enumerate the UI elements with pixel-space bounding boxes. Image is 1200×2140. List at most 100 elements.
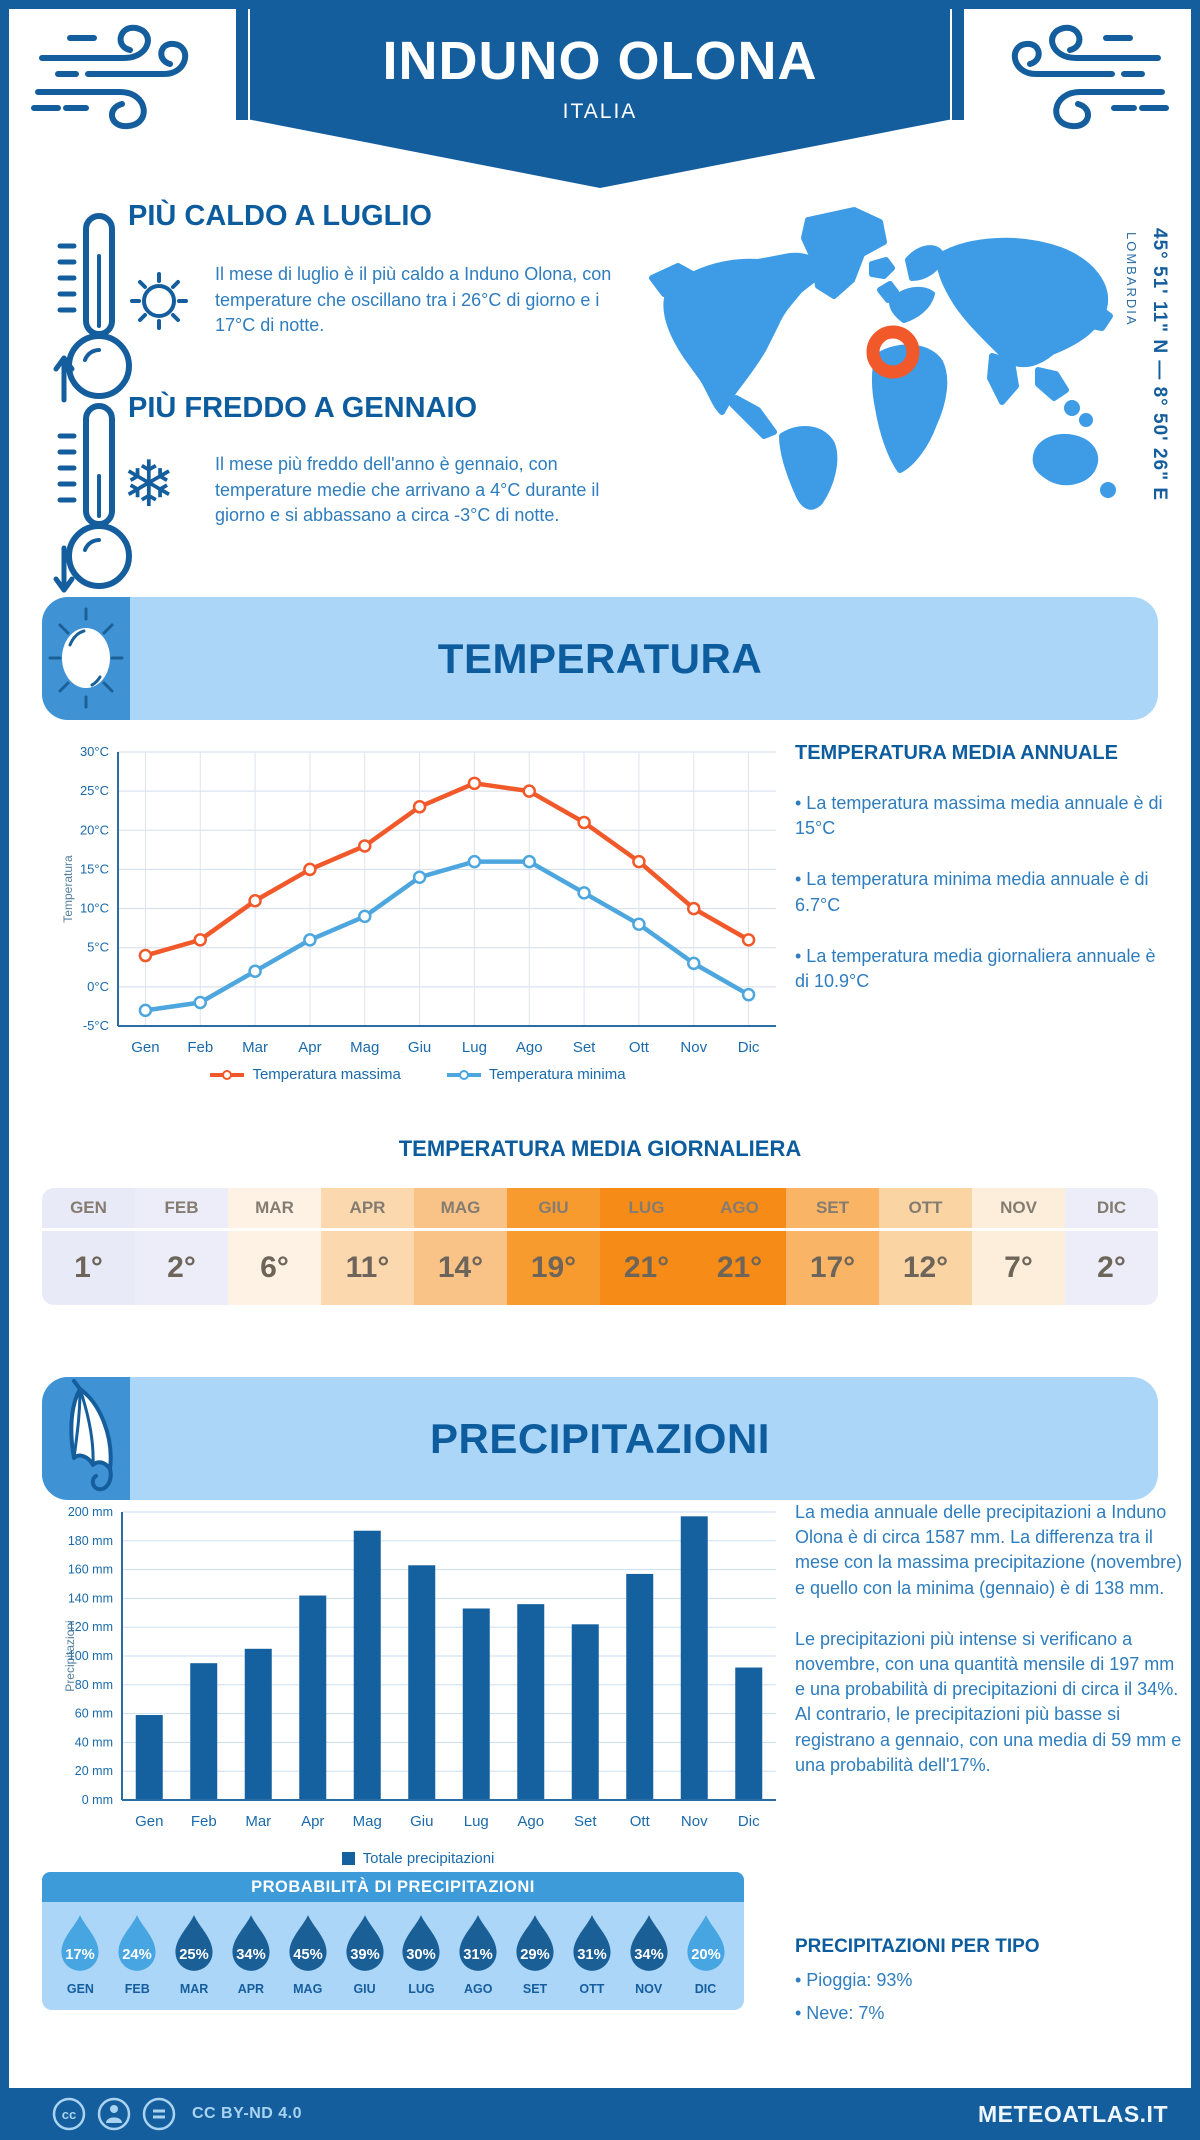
drop-shape — [630, 1915, 668, 1971]
wind-icon — [28, 16, 208, 136]
world-map — [640, 198, 1132, 516]
y-tick-label: 140 mm — [68, 1591, 113, 1605]
month-cell: FEB 2° — [135, 1188, 228, 1305]
month-cell-header: AGO — [693, 1188, 786, 1231]
bar — [135, 1715, 163, 1800]
x-tick-label: Mag — [350, 1039, 379, 1056]
month-cell-value: 19° — [507, 1231, 600, 1305]
data-point — [577, 815, 591, 830]
data-point — [193, 995, 207, 1010]
month-cell-header: LUG — [600, 1188, 693, 1231]
data-point — [522, 784, 536, 798]
drop-shape — [232, 1915, 270, 1971]
precipitation-types-title: PRECIPITAZIONI PER TIPO — [795, 1936, 1040, 1957]
y-tick-label: 180 mm — [68, 1534, 113, 1548]
cc-license-icons: cc — [52, 2097, 176, 2131]
y-tick-label: 0 mm — [82, 1793, 113, 1807]
page-subtitle: ITALIA — [562, 100, 638, 123]
bar — [244, 1648, 272, 1800]
svg-text:cc: cc — [62, 2107, 76, 2122]
probability-drop-cell: 30% LUG — [393, 1914, 450, 1996]
month-cell-value: 2° — [1065, 1231, 1158, 1305]
month-cell: APR 11° — [321, 1188, 414, 1305]
month-cell: OTT 12° — [879, 1188, 972, 1305]
x-tick-label: Set — [574, 1813, 597, 1830]
x-tick-label: Set — [573, 1039, 596, 1056]
month-cell-value: 2° — [135, 1231, 228, 1305]
probability-drop-cell: 20% DIC — [677, 1914, 734, 1996]
y-tick-label: 25°C — [80, 783, 109, 798]
water-drop-icon: 20% — [686, 1915, 725, 1971]
drop-shape — [402, 1915, 440, 1971]
drop-shape — [175, 1915, 213, 1971]
water-drop-icon: 34% — [630, 1915, 668, 1971]
data-point — [412, 800, 427, 814]
probability-drop-cell: 34% APR — [222, 1914, 279, 1996]
month-cell-value: 17° — [786, 1231, 879, 1305]
drop-shape — [61, 1915, 99, 1971]
water-drop-icon: 25% — [175, 1915, 213, 1971]
drop-shape — [459, 1915, 497, 1971]
month-cell-value: 12° — [879, 1231, 972, 1305]
drop-month-label: NOV — [635, 1982, 663, 1996]
legend-marker — [446, 1069, 481, 1080]
water-drop-icon: 24% — [118, 1915, 156, 1971]
month-cell: GIU 19° — [507, 1188, 600, 1305]
month-cell-header: MAR — [228, 1188, 321, 1231]
precipitation-paragraph: La media annuale delle precipitazioni a … — [795, 1502, 1183, 1598]
precipitation-type-bullet: • Pioggia: 93% — [795, 1970, 913, 1990]
y-tick-label: 15°C — [80, 861, 109, 876]
x-tick-label: Apr — [298, 1039, 321, 1056]
data-point — [741, 987, 756, 1002]
y-tick-label: 160 mm — [68, 1563, 113, 1577]
data-point — [467, 854, 482, 869]
precipitation-section-banner: PRECIPITAZIONI — [42, 1377, 1158, 1500]
series-line-1 — [143, 859, 751, 1013]
water-drop-icon: 30% — [402, 1915, 440, 1971]
probability-drop-cell: 39% GIU — [336, 1914, 393, 1996]
data-point — [577, 886, 591, 900]
month-cell-header: OTT — [879, 1188, 972, 1231]
y-tick-label: 120 mm — [68, 1620, 113, 1634]
month-cell-header: APR — [321, 1188, 414, 1231]
month-cell-header: DIC — [1065, 1188, 1158, 1231]
daily-temperature-table: GEN 1° FEB 2° MAR 6° APR 11° MAG 14° GIU 19° LUG 21° A… — [42, 1188, 1158, 1305]
y-tick-label: 20 mm — [75, 1764, 113, 1778]
page-title: INDUNO OLONA — [382, 31, 818, 91]
x-tick-label: Giu — [410, 1813, 433, 1830]
cc-icon: cc — [52, 2097, 86, 2131]
month-cell-header: SET — [786, 1188, 879, 1231]
data-point — [522, 854, 536, 869]
month-cell: NOV 7° — [972, 1188, 1065, 1305]
annual-bullet: • La temperatura media giornaliera annua… — [795, 945, 1156, 991]
month-cell-value: 1° — [42, 1231, 135, 1305]
precipitation-bar-chart: 0 mm 20 mm 40 mm 60 mm 80 mm 100 mm 120 mm 140 … — [63, 1505, 776, 1830]
water-drop-icon: 29% — [516, 1915, 554, 1971]
warm-month-title: PIÙ CALDO A LUGLIO — [128, 200, 432, 232]
probability-drop-cell: 29% SET — [507, 1914, 564, 1996]
probability-drop-cell: 24% FEB — [109, 1914, 166, 1996]
map-coordinates: 45° 51' 11" N — 8° 50' 26" E — [1149, 228, 1170, 502]
water-drop-icon: 34% — [232, 1915, 270, 1971]
x-tick-label: Ago — [517, 1813, 544, 1830]
drop-month-label: SET — [522, 1982, 548, 1996]
data-point — [412, 870, 427, 885]
data-point — [467, 776, 482, 791]
month-cell-value: 21° — [693, 1231, 786, 1305]
data-point — [193, 933, 207, 947]
y-axis-title: Temperatura — [61, 855, 75, 923]
y-tick-label: -5°C — [83, 1018, 109, 1033]
legend-label: Totale precipitazioni — [362, 1850, 495, 1867]
legend-item: Temperatura minima — [446, 1066, 626, 1083]
data-point — [741, 933, 756, 947]
x-tick-label: Mar — [242, 1039, 268, 1056]
data-point — [632, 917, 646, 931]
circle — [222, 1069, 233, 1080]
x-tick-label: Nov — [680, 1039, 707, 1056]
data-point — [303, 862, 317, 877]
legend-marker — [341, 1852, 355, 1865]
x-tick-label: Gen — [135, 1813, 163, 1830]
bar — [571, 1624, 599, 1800]
month-cell-header: GIU — [507, 1188, 600, 1231]
data-point — [138, 1003, 153, 1018]
